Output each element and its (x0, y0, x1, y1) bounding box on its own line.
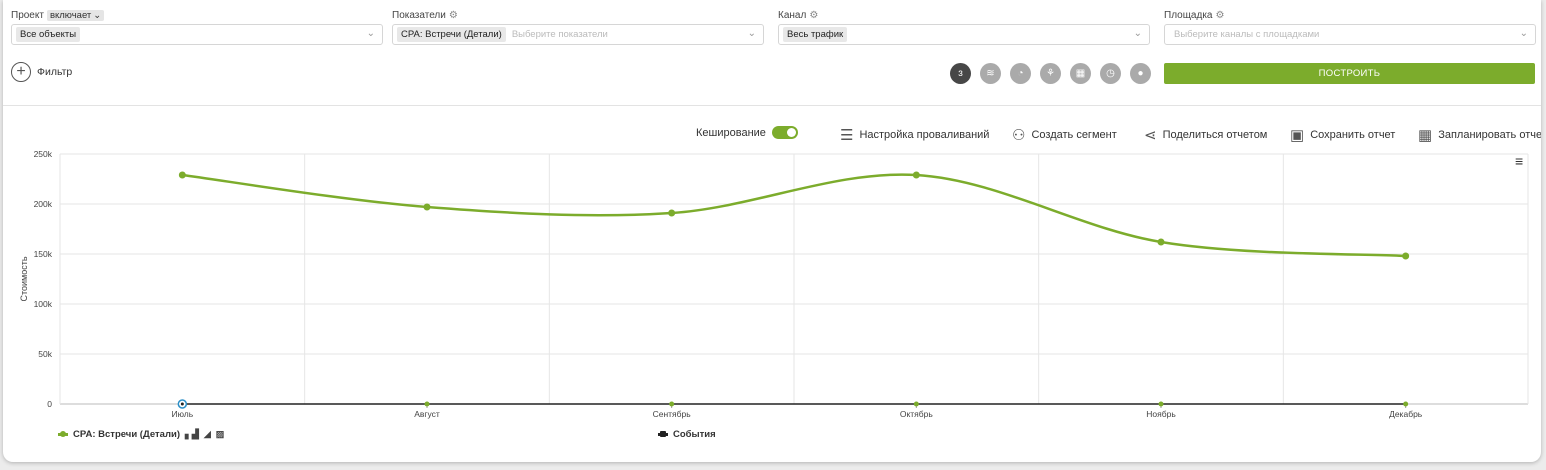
list-indent-icon: ☰ (840, 127, 854, 144)
data-point-events[interactable] (913, 401, 919, 407)
pie-view-icon[interactable]: ◔ (1010, 63, 1031, 84)
metrics-tag[interactable]: CPA: Встречи (Детали) (397, 27, 506, 42)
y-tick-label: 250k (34, 149, 53, 159)
y-tick-label: 150k (34, 249, 53, 259)
project-filter: Проект включает ⌄ Все объекты ⌄ (11, 8, 383, 45)
legend-item-events[interactable]: События (658, 429, 716, 440)
view-type-switcher: ɜ ≋ ◔ ⚘ ▦ ◷ ● (950, 63, 1151, 84)
data-point-events[interactable] (669, 401, 675, 407)
line-type-icon[interactable]: ▨ (215, 429, 225, 439)
project-label: Проект (11, 9, 44, 21)
data-point-events[interactable] (424, 401, 430, 407)
schedule-report-button[interactable]: ▦ Запланировать отчет (1418, 126, 1541, 144)
drilldown-settings-button[interactable]: ☰ Настройка проваливаний (840, 126, 989, 144)
divider (3, 105, 1541, 106)
schedule-label: Запланировать отчет (1438, 129, 1541, 141)
area-view-icon[interactable]: ≋ (980, 63, 1001, 84)
share-report-button[interactable]: ⋖ Поделиться отчетом (1144, 126, 1267, 144)
build-button[interactable]: ПОСТРОИТЬ (1164, 63, 1535, 84)
channel-label: Канал (778, 9, 807, 21)
x-tick-label: Июль (171, 409, 193, 419)
legend-label-cpa: CPA: Встречи (Детали) (73, 429, 180, 440)
series-line-cpa (182, 173, 1406, 258)
report-card: Проект включает ⌄ Все объекты ⌄ Показате… (3, 0, 1541, 462)
x-tick-label: Август (414, 409, 440, 419)
caching-label: Кеширование (696, 126, 766, 139)
metrics-placeholder: Выберите показатели (511, 29, 608, 40)
create-segment-button[interactable]: ⚇ Создать сегмент (1012, 126, 1117, 144)
y-axis-title: Стоимость (19, 256, 29, 301)
data-point-cpa[interactable] (178, 171, 186, 179)
save-label: Сохранить отчет (1310, 129, 1396, 141)
x-tick-label: Сентябрь (653, 409, 692, 419)
caching-toggle-group: Кеширование (696, 126, 798, 139)
data-point-events[interactable] (180, 402, 184, 406)
floppy-disk-icon: ▣ (1290, 127, 1305, 144)
data-point-cpa[interactable] (668, 209, 676, 217)
area-type-icon[interactable]: ◢ (203, 429, 211, 439)
chevron-down-icon: ⌄ (93, 9, 102, 21)
chart-menu-icon[interactable]: ≡ (1515, 153, 1524, 169)
share-icon: ⋖ (1144, 127, 1157, 144)
map-view-icon[interactable]: ⚘ (1040, 63, 1061, 84)
x-tick-label: Ноябрь (1146, 409, 1176, 419)
legend-label-events: События (673, 429, 716, 440)
channel-select[interactable]: Весь трафик ⌄ (778, 24, 1150, 45)
gauge-view-icon[interactable]: ◷ (1100, 63, 1121, 84)
chevron-down-icon: ⌄ (747, 28, 756, 39)
channel-tag[interactable]: Весь трафик (783, 27, 848, 42)
share-label: Поделиться отчетом (1162, 129, 1268, 141)
segment-label: Создать сегмент (1031, 129, 1117, 141)
calendar-icon: ▦ (1418, 127, 1433, 144)
platform-select[interactable]: Выберите каналы с площадками ⌄ (1164, 24, 1536, 45)
bar-type-icon[interactable]: ▖▟ (184, 429, 199, 439)
chevron-down-icon: ⌄ (366, 28, 375, 39)
data-point-cpa[interactable] (1402, 252, 1410, 260)
project-mode-value: включает (49, 9, 92, 21)
y-tick-label: 50k (38, 349, 52, 359)
y-tick-label: 100k (34, 299, 53, 309)
metrics-filter: Показатели ⚙ CPA: Встречи (Детали) Выбер… (392, 8, 764, 45)
y-tick-label: 200k (34, 199, 53, 209)
x-tick-label: Декабрь (1389, 409, 1423, 419)
data-point-cpa[interactable] (912, 171, 920, 179)
drop-view-icon[interactable]: ● (1130, 63, 1151, 84)
save-report-button[interactable]: ▣ Сохранить отчет (1290, 126, 1395, 144)
add-filter-label: Фильтр (37, 66, 73, 78)
project-tag[interactable]: Все объекты (16, 27, 81, 42)
gear-icon[interactable]: ⚙ (448, 9, 458, 21)
data-point-cpa[interactable] (1157, 238, 1165, 246)
legend-marker-green (58, 431, 68, 437)
platform-label: Площадка (1164, 9, 1213, 21)
report-toolbar: Кеширование ☰ Настройка проваливаний ⚇ С… (3, 126, 1541, 146)
platform-filter: Площадка ⚙ Выберите каналы с площадками … (1164, 8, 1536, 45)
drilldown-label: Настройка проваливаний (859, 129, 990, 141)
gear-icon[interactable]: ⚙ (809, 9, 819, 21)
caching-toggle[interactable] (771, 126, 798, 139)
metrics-select[interactable]: CPA: Встречи (Детали) Выберите показател… (392, 24, 764, 45)
legend-item-cpa[interactable]: CPA: Встречи (Детали) ▖▟ ◢ ▨ (58, 429, 224, 440)
chevron-down-icon: ⌄ (1133, 28, 1142, 39)
table-view-icon[interactable]: ▦ (1070, 63, 1091, 84)
data-point-events[interactable] (1403, 401, 1409, 407)
project-mode-select[interactable]: включает ⌄ (46, 9, 105, 21)
chevron-down-icon: ⌄ (1519, 28, 1528, 39)
channel-filter: Канал ⚙ Весь трафик ⌄ (778, 8, 1150, 45)
users-icon: ⚇ (1012, 127, 1026, 144)
gear-icon[interactable]: ⚙ (1215, 9, 1225, 21)
numbers-view-icon[interactable]: ɜ (950, 63, 971, 84)
project-select[interactable]: Все объекты ⌄ (11, 24, 383, 45)
plus-circle-icon: + (11, 62, 31, 82)
y-tick-label: 0 (47, 399, 52, 409)
legend-marker-black (658, 431, 668, 437)
data-point-cpa[interactable] (423, 203, 431, 211)
platform-placeholder: Выберите каналы с площадками (1174, 29, 1320, 40)
add-filter-button[interactable]: + Фильтр (11, 62, 72, 82)
x-tick-label: Октябрь (900, 409, 934, 419)
metrics-label: Показатели (392, 9, 446, 21)
data-point-events[interactable] (1158, 401, 1164, 407)
line-chart: 0 50k 100k 150k 200k 250k Стоимость Июль Август С… (19, 149, 1529, 419)
